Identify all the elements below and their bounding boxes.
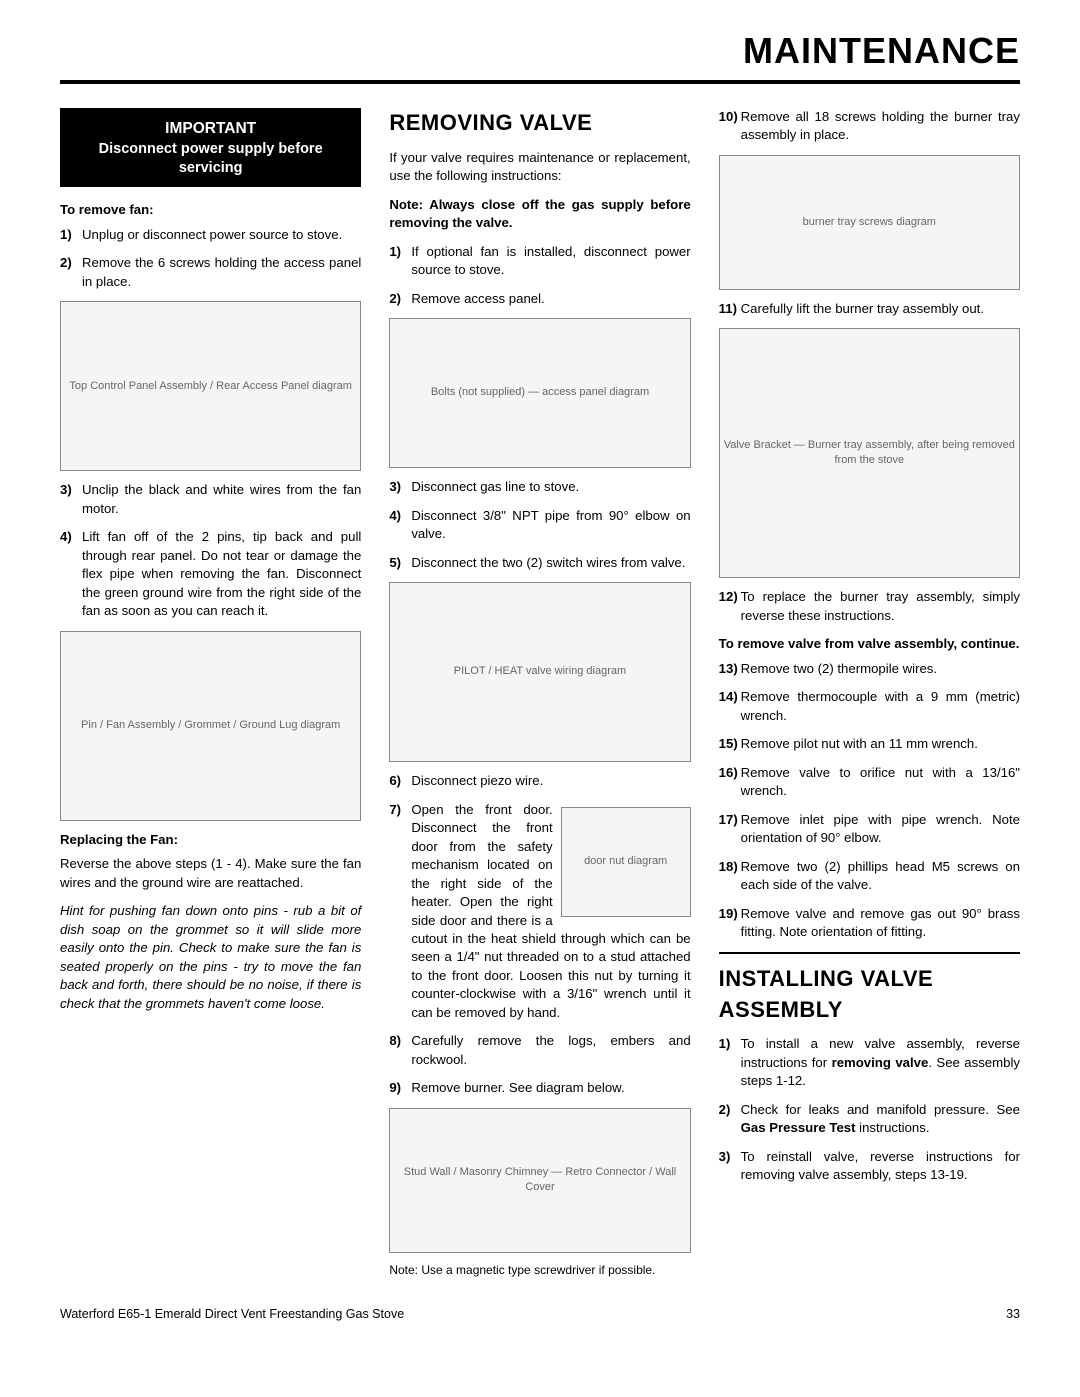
list-item: 6)Disconnect piezo wire. [389, 772, 690, 790]
title-rule [60, 80, 1020, 84]
column-2: REMOVING VALVE If your valve requires ma… [389, 108, 690, 1277]
fan-assembly-diagram: Pin / Fan Assembly / Grommet / Ground Lu… [60, 631, 361, 821]
list-item: 18)Remove two (2) phillips head M5 screw… [719, 858, 1020, 895]
list-item: 15)Remove pilot nut with an 11 mm wrench… [719, 735, 1020, 753]
replace-fan-text: Reverse the above steps (1 - 4). Make su… [60, 855, 361, 892]
pilot-heat-diagram: PILOT / HEAT valve wiring diagram [389, 582, 690, 762]
continue-heading: To remove valve from valve assembly, con… [719, 635, 1020, 653]
list-item: 3)Unclip the black and white wires from … [60, 481, 361, 518]
install-valve-title: INSTALLING VALVE ASSEMBLY [719, 964, 1020, 1026]
valve-steps-10: 10)Remove all 18 screws holding the burn… [719, 108, 1020, 145]
install-step2-b: Gas Pressure Test [741, 1120, 856, 1135]
valve-steps-a: 1)If optional fan is installed, disconne… [389, 243, 690, 308]
remove-fan-steps-a: 1)Unplug or disconnect power source to s… [60, 226, 361, 291]
valve-steps-12: 12)To replace the burner tray assembly, … [719, 588, 1020, 625]
list-item: 4)Lift fan off of the 2 pins, tip back a… [60, 528, 361, 620]
valve-steps-c: 6)Disconnect piezo wire. 7) door nut dia… [389, 772, 690, 1098]
valve-steps-b: 3)Disconnect gas line to stove. 4)Discon… [389, 478, 690, 572]
list-item: 3)Disconnect gas line to stove. [389, 478, 690, 496]
install-step2-c: instructions. [856, 1120, 930, 1135]
list-item: 2) Check for leaks and manifold pressure… [719, 1101, 1020, 1138]
valve-steps-11: 11)Carefully lift the burner tray assemb… [719, 300, 1020, 318]
important-box: IMPORTANT Disconnect power supply before… [60, 108, 361, 187]
content-columns: IMPORTANT Disconnect power supply before… [60, 108, 1020, 1277]
install-step1-b: removing valve [832, 1055, 929, 1070]
footer-left: Waterford E65-1 Emerald Direct Vent Free… [60, 1307, 404, 1321]
valve-steps-d: 13)Remove two (2) thermopile wires. 14)R… [719, 660, 1020, 942]
removing-valve-intro: If your valve requires maintenance or re… [389, 149, 690, 186]
list-item: 13)Remove two (2) thermopile wires. [719, 660, 1020, 678]
list-item: 7) door nut diagram Open the front door.… [389, 801, 690, 1023]
list-item: 8)Carefully remove the logs, embers and … [389, 1032, 690, 1069]
install-steps: 1) To install a new valve assembly, reve… [719, 1035, 1020, 1184]
burner-tray-removed-diagram: Valve Bracket — Burner tray assembly, af… [719, 328, 1020, 578]
page-title: MAINTENANCE [60, 30, 1020, 72]
remove-fan-steps-b: 3)Unclip the black and white wires from … [60, 481, 361, 620]
remove-fan-heading: To remove fan: [60, 201, 361, 219]
list-item: 10)Remove all 18 screws holding the burn… [719, 108, 1020, 145]
page-footer: Waterford E65-1 Emerald Direct Vent Free… [60, 1307, 1020, 1321]
important-text: Disconnect power supply before servicing [68, 140, 353, 178]
footer-page-number: 33 [1006, 1307, 1020, 1321]
list-item: 3)To reinstall valve, reverse instructio… [719, 1148, 1020, 1185]
list-item: 1) To install a new valve assembly, reve… [719, 1035, 1020, 1090]
column-1: IMPORTANT Disconnect power supply before… [60, 108, 361, 1277]
list-item: 9)Remove burner. See diagram below. [389, 1079, 690, 1097]
bolts-diagram: Bolts (not supplied) — access panel diag… [389, 318, 690, 468]
list-item: 1)Unplug or disconnect power source to s… [60, 226, 361, 244]
replace-fan-heading: Replacing the Fan: [60, 831, 361, 849]
list-item: 12)To replace the burner tray assembly, … [719, 588, 1020, 625]
list-item: 1)If optional fan is installed, disconne… [389, 243, 690, 280]
install-rule [719, 952, 1020, 954]
install-step2-a: Check for leaks and manifold pressure. S… [741, 1102, 1020, 1117]
screwdriver-note: Note: Use a magnetic type screwdriver if… [389, 1263, 690, 1277]
removing-valve-title: REMOVING VALVE [389, 108, 690, 139]
list-item: 2)Remove the 6 screws holding the access… [60, 254, 361, 291]
list-item: 11)Carefully lift the burner tray assemb… [719, 300, 1020, 318]
gas-supply-note: Note: Always close off the gas supply be… [389, 196, 690, 233]
list-item: 5)Disconnect the two (2) switch wires fr… [389, 554, 690, 572]
door-nut-diagram: door nut diagram [561, 807, 691, 917]
list-item: 17)Remove inlet pipe with pipe wrench. N… [719, 811, 1020, 848]
list-item: 14)Remove thermocouple with a 9 mm (metr… [719, 688, 1020, 725]
important-label: IMPORTANT [68, 118, 353, 140]
list-item: 4)Disconnect 3/8" NPT pipe from 90° elbo… [389, 507, 690, 544]
burner-tray-screws-diagram: burner tray screws diagram [719, 155, 1020, 290]
burner-diagram: Stud Wall / Masonry Chimney — Retro Conn… [389, 1108, 690, 1253]
fan-hint: Hint for pushing fan down onto pins - ru… [60, 902, 361, 1013]
list-item: 2)Remove access panel. [389, 290, 690, 308]
column-3: 10)Remove all 18 screws holding the burn… [719, 108, 1020, 1277]
stove-panel-diagram: Top Control Panel Assembly / Rear Access… [60, 301, 361, 471]
list-item: 16)Remove valve to orifice nut with a 13… [719, 764, 1020, 801]
list-item: 19)Remove valve and remove gas out 90° b… [719, 905, 1020, 942]
